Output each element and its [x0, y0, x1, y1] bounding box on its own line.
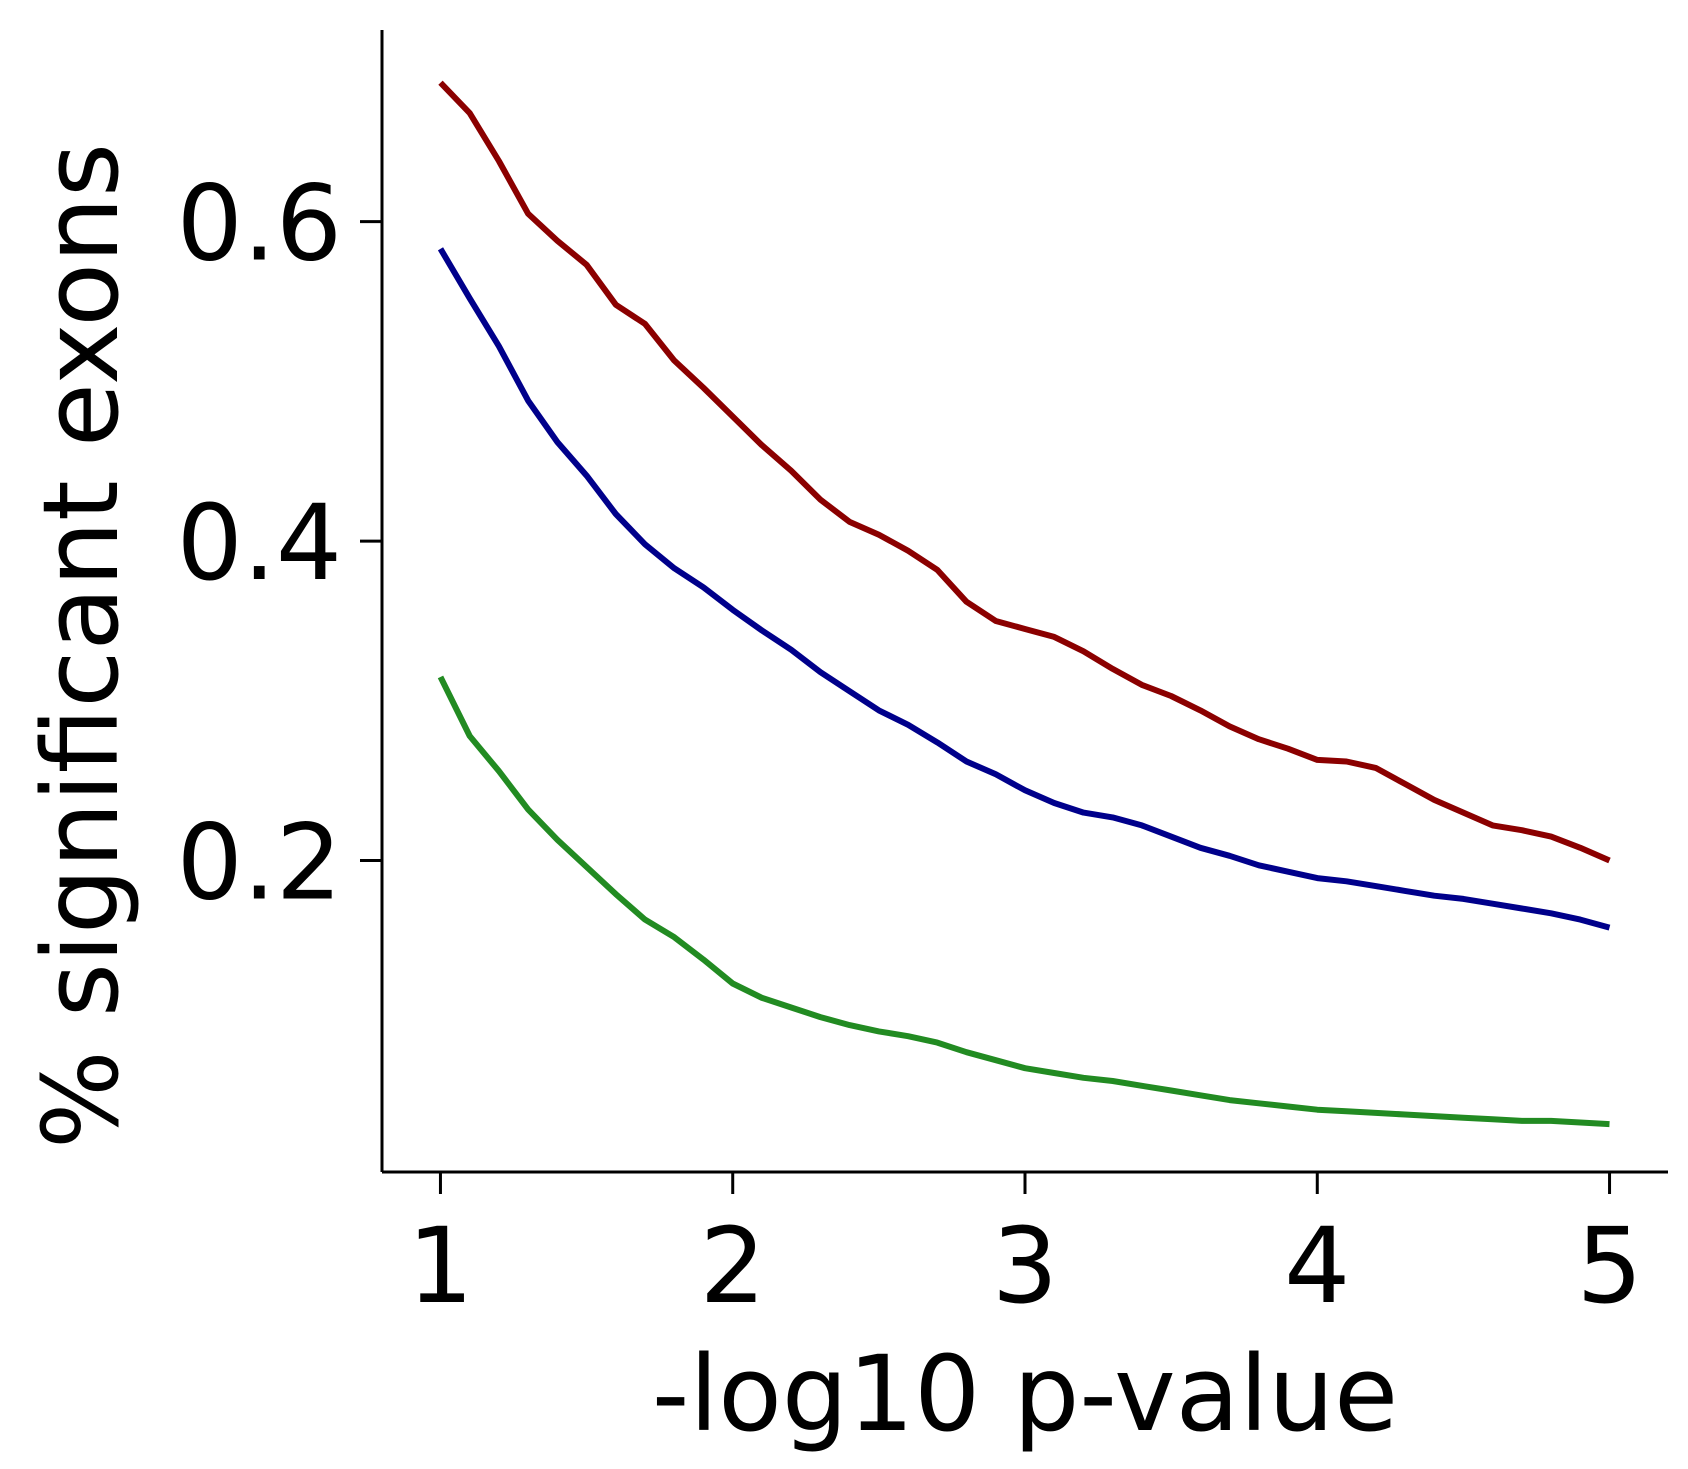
x-axis-label: -log10 p-value: [652, 1333, 1398, 1455]
x-tick-label: 5: [1576, 1205, 1642, 1327]
x-tick-label: 2: [700, 1205, 766, 1327]
plot-lines: [437, 80, 1611, 1128]
y-tick-label: 0.4: [177, 482, 342, 604]
y-axis-label: % significant exons: [20, 143, 142, 1149]
axes: 1 2 3 4 5 0.2 0.4 0.6: [177, 30, 1668, 1327]
series-line-3: [437, 675, 1610, 1128]
y-tick-label: 0.6: [177, 163, 342, 285]
y-tick-label: 0.2: [177, 802, 342, 924]
series-line-1: [438, 80, 1611, 864]
x-tick-label: 3: [992, 1205, 1058, 1327]
series-line-2: [437, 247, 1611, 931]
x-tick-label: 4: [1284, 1205, 1350, 1327]
x-tick-label: 1: [407, 1205, 473, 1327]
